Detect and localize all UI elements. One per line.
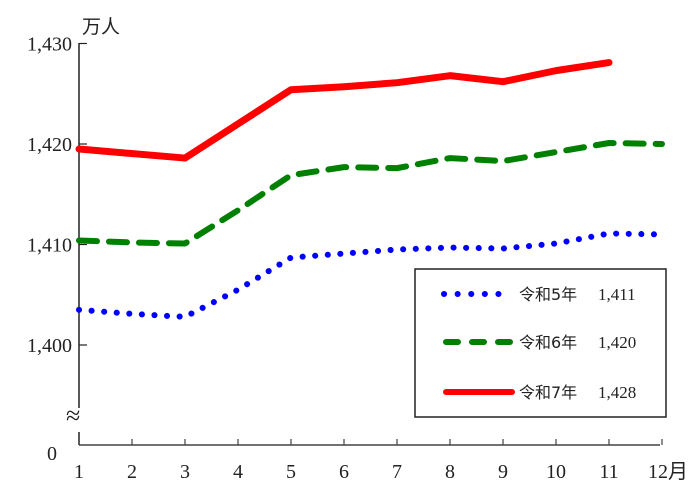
x-tick-label: 4	[233, 461, 243, 483]
axis-break-symbol: ≈	[66, 401, 80, 430]
y-tick-label: 1,420	[27, 134, 72, 156]
legend-label: 令和6年	[519, 333, 577, 352]
x-tick-label: 11	[599, 461, 618, 483]
legend-label: 令和7年	[519, 383, 577, 402]
x-tick-label: 2	[127, 461, 137, 483]
x-tick-label: 6	[339, 461, 349, 483]
x-tick-label: 3	[180, 461, 190, 483]
x-tick-label: 9	[498, 461, 508, 483]
series-line-dotted	[76, 230, 665, 320]
y-zero-label: 0	[47, 443, 57, 465]
y-tick-label: 1,410	[27, 235, 72, 257]
series-line-dashed	[76, 139, 665, 247]
x-tick-label: 1	[74, 461, 84, 483]
x-tick-label: 12月	[648, 461, 688, 483]
legend-value: 1,411	[598, 285, 636, 304]
y-axis-ticks: 1,430 1,420 1,410 1,400	[27, 34, 87, 357]
legend-value: 1,428	[598, 383, 636, 402]
series-line-solid	[75, 59, 613, 162]
x-axis-ticks: 1 2 3 4 5 6 7 8 9 10 11 12月	[74, 439, 688, 483]
x-tick-label: 10	[546, 461, 566, 483]
y-tick-label: 1,400	[27, 335, 72, 357]
y-unit-label: 万人	[82, 16, 120, 38]
legend-item-r6: 令和6年 1,420	[443, 333, 636, 352]
legend-label: 令和5年	[519, 285, 577, 304]
data-series	[75, 59, 665, 320]
x-tick-label: 8	[445, 461, 455, 483]
y-tick-label: 1,430	[27, 34, 72, 56]
legend: 令和5年 1,411 令和6年 1,420 令和7年 1,428	[414, 268, 667, 418]
x-tick-label: 7	[392, 461, 402, 483]
legend-item-r7: 令和7年 1,428	[443, 383, 636, 402]
legend-value: 1,420	[598, 333, 636, 352]
x-tick-label: 5	[286, 461, 296, 483]
legend-item-r5: 令和5年 1,411	[441, 285, 636, 304]
